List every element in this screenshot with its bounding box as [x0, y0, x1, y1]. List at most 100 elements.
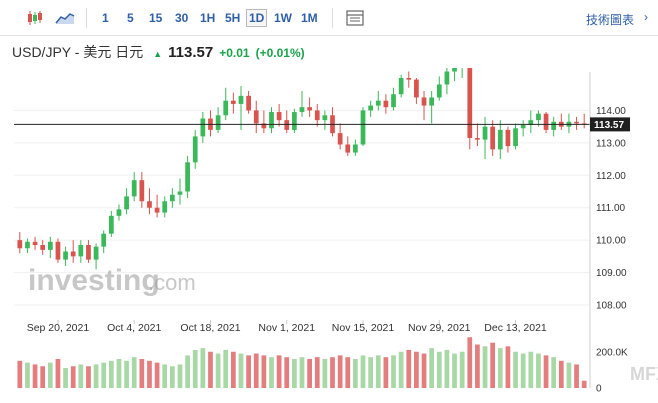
volume-bar: [581, 380, 587, 388]
candle: [253, 100, 259, 134]
volume-bar: [131, 357, 137, 388]
timeframe-1[interactable]: 1: [102, 11, 109, 25]
candle: [86, 240, 91, 263]
x-tick-label: Sep 20, 2021: [27, 322, 90, 334]
candle: [505, 126, 511, 153]
volume-bar: [177, 364, 183, 388]
volume-bar: [93, 364, 99, 388]
candle-body: [131, 180, 137, 197]
volume-bar: [528, 351, 534, 388]
x-tick-label: Dec 13, 2021: [484, 322, 547, 334]
candle-body: [78, 245, 84, 257]
candle-body: [276, 112, 282, 121]
candle: [215, 107, 221, 134]
volume-bar: [543, 355, 549, 388]
volume-bar: [566, 362, 572, 388]
volume-bar: [108, 360, 114, 388]
candle: [566, 113, 572, 134]
candle-body: [444, 71, 450, 85]
candle: [32, 236, 38, 250]
candle: [269, 107, 274, 134]
candle: [131, 172, 137, 202]
x-tick-label: Oct 18, 2021: [180, 322, 240, 334]
chart-toolbar: 1 5 15 30 1H 5H 1D 1W 1M 技術圖表 ›: [0, 0, 658, 36]
candle-body: [162, 201, 168, 213]
candle-body: [513, 128, 518, 147]
technical-chart-link[interactable]: 技術圖表: [585, 13, 634, 27]
volume-bar: [406, 349, 412, 388]
candle-body: [253, 110, 259, 124]
timeframe-1d[interactable]: 1D: [246, 9, 268, 27]
timeframe-1m[interactable]: 1M: [301, 11, 318, 25]
volume-bar: [63, 368, 68, 388]
candle: [551, 116, 557, 137]
candle-body: [314, 110, 320, 121]
volume-bar: [444, 349, 450, 388]
candle-body: [108, 215, 114, 234]
candle: [497, 120, 503, 160]
volume-bar: [276, 355, 282, 388]
volume-axis: 200.0K 0: [596, 347, 628, 394]
volume-bar: [292, 359, 297, 388]
candlestick-icon[interactable]: [22, 6, 48, 30]
volume-bar: [482, 346, 488, 388]
volume-bar: [124, 360, 129, 388]
candle-body: [116, 209, 122, 216]
x-tick-label: Nov 15, 2021: [332, 322, 395, 334]
chart-grid: [14, 109, 590, 306]
toolbar-divider: [86, 8, 87, 28]
candle-body: [452, 68, 457, 72]
volume-group: [17, 337, 587, 388]
candle: [398, 74, 404, 98]
candle-body: [215, 115, 221, 130]
candle: [55, 238, 61, 263]
volume-bar: [574, 364, 579, 388]
price-change-percent: (+0.01%): [255, 46, 305, 60]
investing-watermark: investing .com: [28, 264, 196, 297]
candle: [520, 120, 526, 137]
timeframe-5[interactable]: 5: [127, 11, 134, 25]
candle: [185, 155, 190, 198]
candle: [482, 116, 488, 160]
volume-bar: [467, 337, 473, 388]
candle: [124, 188, 129, 215]
candle: [108, 210, 114, 237]
chevron-right-icon[interactable]: ›: [644, 10, 648, 24]
timeframe-30[interactable]: 30: [175, 11, 189, 25]
candle-body: [543, 113, 549, 130]
candle-body: [490, 126, 496, 150]
candle-body: [414, 79, 419, 98]
volume-bar: [55, 359, 61, 388]
candle-body: [505, 129, 511, 147]
candle-body: [139, 180, 145, 202]
volume-bar: [208, 351, 213, 388]
candle-body: [337, 133, 343, 145]
table-view-icon[interactable]: [342, 6, 368, 30]
candle: [421, 90, 427, 121]
candle: [230, 92, 236, 114]
timeframe-5h[interactable]: 5H: [225, 11, 241, 25]
candle-body: [398, 78, 404, 95]
watermark-brand: investing: [28, 264, 160, 297]
toolbar-divider: [332, 8, 333, 28]
area-chart-icon[interactable]: [52, 6, 78, 30]
candle-body: [185, 162, 190, 192]
candle-body: [86, 245, 91, 260]
volume-bar: [101, 362, 107, 388]
candle-body: [192, 136, 198, 163]
candle-body: [223, 100, 229, 116]
candle: [147, 188, 152, 215]
candle-body: [284, 120, 290, 130]
timeframe-1h[interactable]: 1H: [200, 11, 216, 25]
candle-body: [299, 107, 305, 113]
candle-body: [574, 121, 579, 124]
candle-body: [421, 97, 427, 106]
candle-body: [391, 94, 396, 108]
timeframe-15[interactable]: 15: [149, 11, 163, 25]
title-separator: -: [74, 44, 80, 60]
timeframe-1w[interactable]: 1W: [274, 11, 292, 25]
candle-body: [101, 233, 107, 247]
x-tick-label: Oct 4, 2021: [107, 322, 161, 334]
candle: [284, 110, 290, 134]
candle-body: [32, 241, 38, 246]
